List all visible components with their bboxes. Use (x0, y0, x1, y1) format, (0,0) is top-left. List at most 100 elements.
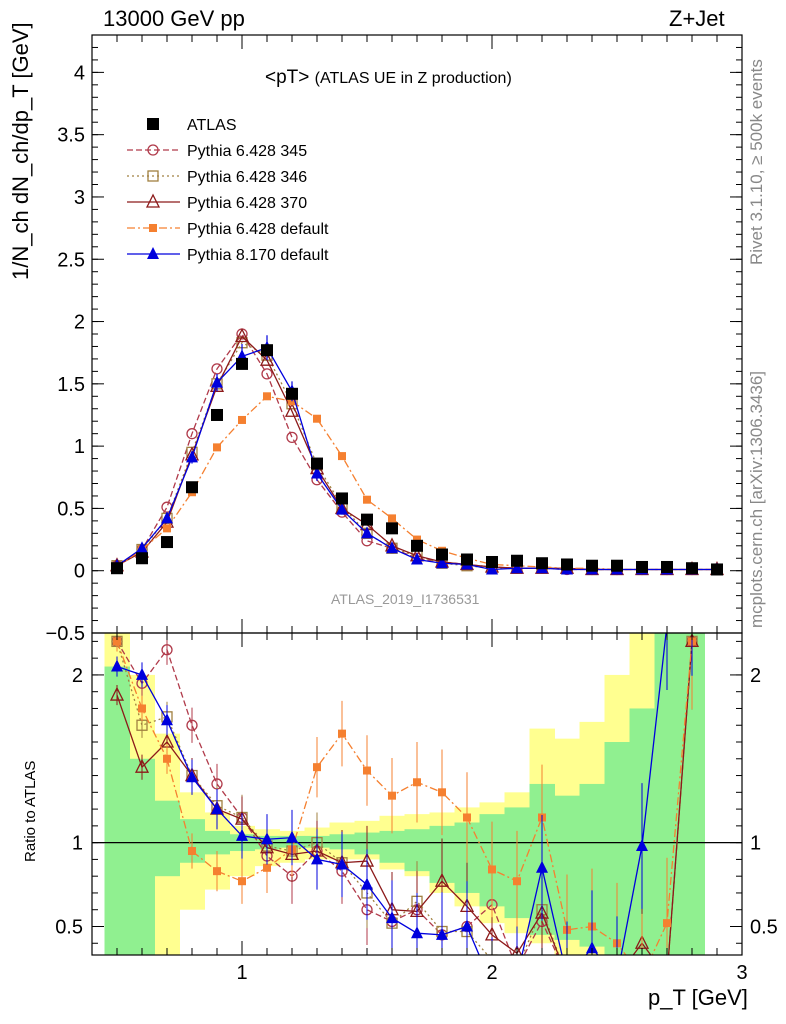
axis-ticks: −0.5 0 0.5 1 1.5 2 2.5 3 3.5 4 1 2 3 0.5 0.5 1 1 2 2 (46, 34, 778, 984)
data-point (211, 375, 223, 388)
ratio-point (513, 877, 521, 886)
ratio-point (662, 972, 672, 982)
y-tick-label: 4 (74, 62, 85, 84)
x-axis-label: p_T [GeV] (648, 985, 748, 1010)
ratio-point (686, 601, 698, 613)
ratio-point (313, 763, 321, 772)
legend-entry: Pythia 6.428 370 (127, 193, 307, 212)
ratio-point (188, 847, 196, 856)
data-point (286, 431, 298, 444)
ratio-point (638, 973, 646, 981)
legend-entry: Pythia 6.428 default (127, 221, 329, 238)
ratio-point (263, 863, 271, 872)
data-point (413, 535, 421, 544)
plot-title: <pT> (ATLAS UE in Z production) (265, 67, 512, 89)
legend-marker (145, 193, 161, 208)
data-point (186, 450, 198, 463)
ratio-y-tick-label-right: 2 (750, 665, 761, 687)
ratio-point (136, 667, 148, 680)
ratio-band-green (154, 800, 180, 877)
ratio-point (662, 972, 672, 982)
data-point (236, 357, 248, 370)
legend-entry: Pythia 6.428 346 (127, 169, 307, 186)
ratio-band-green (129, 758, 155, 955)
legend-entry: ATLAS (147, 117, 237, 134)
ratio-point (111, 659, 123, 672)
y-tick-label: 3.5 (57, 125, 85, 147)
plot-title-main: <pT> (265, 67, 310, 88)
ratio-point (186, 719, 198, 731)
legend-entry: Pythia 8.170 default (127, 247, 329, 264)
data-point (263, 392, 271, 401)
legend-marker (147, 170, 159, 182)
data-point (211, 408, 223, 421)
ratio-point (461, 919, 473, 932)
ratio-point (511, 970, 523, 982)
x-tick-label: 1 (236, 962, 247, 984)
ratio-point (436, 927, 448, 940)
ratio-point (561, 970, 573, 982)
ratio-point (161, 713, 173, 726)
data-point (436, 556, 448, 569)
legend-label: Pythia 6.428 346 (187, 169, 307, 186)
y-tick-label: 2.5 (57, 249, 85, 271)
x-tick-label: 2 (486, 962, 497, 984)
data-point (711, 563, 723, 576)
data-point (561, 558, 573, 571)
data-point (511, 554, 523, 567)
data-point (386, 541, 398, 554)
ratio-point (512, 963, 522, 973)
ratio-point (211, 802, 223, 815)
data-point (286, 387, 298, 400)
data-point (336, 502, 348, 515)
ratio-point (612, 972, 622, 982)
mcplots-url-text: mcplots.cern.ch [arXiv:1306.3436] (747, 370, 766, 628)
ratio-point (113, 637, 121, 646)
ratio-y-tick-label: 0.5 (55, 916, 83, 938)
legend-label: Pythia 6.428 default (187, 221, 329, 238)
series-line (116, 341, 717, 571)
legend-marker (149, 224, 157, 232)
data-point (163, 524, 171, 533)
ratio-point (562, 972, 572, 982)
rivet-version-text: Rivet 3.1.10, ≥ 500k events (747, 59, 766, 265)
ratio-point (336, 857, 348, 870)
y-tick-label: 1.5 (57, 374, 85, 396)
data-point (186, 428, 198, 440)
data-point (311, 466, 323, 479)
ratio-point (261, 832, 273, 845)
data-point (486, 555, 498, 568)
ratio-point (186, 770, 198, 783)
legend-marker (147, 118, 159, 130)
ratio-series-pythia-6-428-default (113, 633, 696, 981)
ratio-point (637, 972, 647, 982)
data-point (436, 548, 448, 561)
ratio-point (636, 838, 648, 851)
ratio-point (311, 852, 323, 865)
data-point (111, 562, 123, 575)
data-point (363, 495, 371, 504)
y-tick-label: 2 (74, 312, 85, 334)
ratio-series-pythia-8-170-default (111, 601, 698, 982)
legend-marker (147, 247, 159, 259)
data-point (261, 368, 273, 380)
ratio-point (536, 860, 548, 873)
data-point (161, 511, 173, 524)
ratio-point (586, 970, 598, 982)
data-point (661, 560, 673, 573)
data-point (486, 562, 498, 575)
y-tick-label: 0 (74, 561, 85, 583)
ratio-line (116, 641, 693, 955)
data-point (586, 559, 598, 572)
ratio-point (238, 877, 246, 886)
data-point (361, 513, 373, 526)
series-line (116, 332, 717, 571)
data-point (261, 344, 273, 357)
ratio-point (562, 972, 572, 982)
data-point (186, 481, 198, 494)
legend-label: ATLAS (187, 117, 237, 134)
data-point (259, 351, 275, 366)
ratio-point (413, 778, 421, 787)
data-point (461, 553, 473, 566)
